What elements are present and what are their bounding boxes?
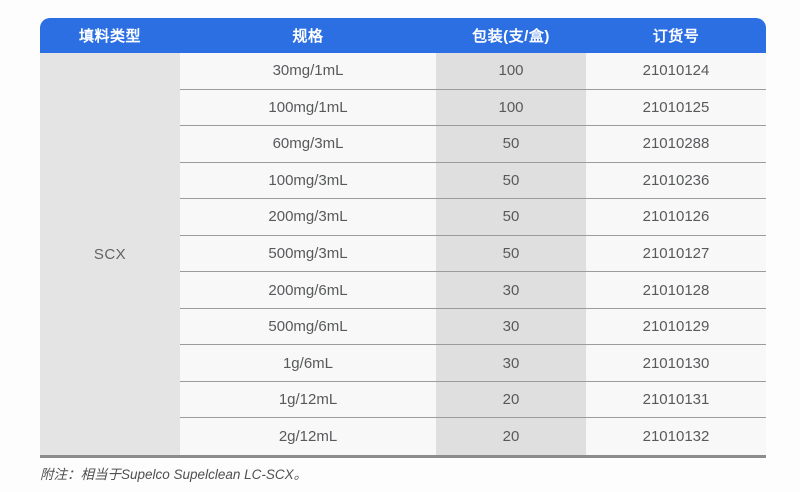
order-no-cell: 21010132 — [586, 418, 766, 456]
pack-cell: 100 — [436, 89, 586, 127]
order-no-cell: 21010288 — [586, 126, 766, 163]
filler-type-cell: SCX — [40, 53, 180, 456]
order-no-cell: 21010130 — [586, 345, 766, 382]
order-no-cell: 21010129 — [586, 308, 766, 346]
pack-cell: 30 — [436, 272, 586, 309]
header-cell-order-no: 订货号 — [652, 28, 700, 45]
pack-cell: 20 — [436, 381, 586, 419]
order-no-cell: 21010236 — [586, 162, 766, 200]
pack-cell: 50 — [436, 235, 586, 273]
product-table: 填料类型 规格 包装(支/盒) 订货号 SCX 30mg/1mL 100 21010… — [40, 18, 766, 459]
spec-cell: 60mg/3mL — [180, 126, 436, 163]
pack-cell: 100 — [436, 53, 586, 90]
footnote: 附注：相当于Supelco Supelclean LC-SCX。 — [40, 467, 308, 482]
table-header-row: 填料类型 规格 包装(支/盒) 订货号 — [40, 18, 766, 53]
spec-cell: 30mg/1mL — [180, 53, 436, 90]
spec-cell: 2g/12mL — [180, 418, 436, 456]
spec-cell: 1g/12mL — [180, 381, 436, 419]
order-no-cell: 21010125 — [586, 89, 766, 127]
order-no-cell: 21010131 — [586, 381, 766, 419]
pack-cell: 50 — [436, 126, 586, 163]
header-cell-pack: 包装(支/盒) — [472, 28, 550, 45]
spec-cell: 200mg/6mL — [180, 272, 436, 309]
header-cell-filler-type: 填料类型 — [78, 28, 141, 45]
order-no-cell: 21010126 — [586, 199, 766, 236]
spec-cell: 100mg/1mL — [180, 89, 436, 127]
table-body: SCX 30mg/1mL 100 21010124 100mg/1mL 100 21010… — [40, 53, 766, 459]
order-no-cell: 21010127 — [586, 235, 766, 273]
spec-cell: 500mg/6mL — [180, 308, 436, 346]
pack-cell: 30 — [436, 308, 586, 346]
spec-cell: 1g/6mL — [180, 345, 436, 382]
order-no-cell: 21010128 — [586, 272, 766, 309]
order-no-cell: 21010124 — [586, 53, 766, 90]
spec-cell: 200mg/3mL — [180, 199, 436, 236]
pack-cell: 50 — [436, 199, 586, 236]
pack-cell: 50 — [436, 162, 586, 200]
spec-cell: 500mg/3mL — [180, 235, 436, 273]
header-cell-spec: 规格 — [292, 28, 324, 45]
spec-cell: 100mg/3mL — [180, 162, 436, 200]
pack-cell: 20 — [436, 418, 586, 456]
pack-cell: 30 — [436, 345, 586, 382]
